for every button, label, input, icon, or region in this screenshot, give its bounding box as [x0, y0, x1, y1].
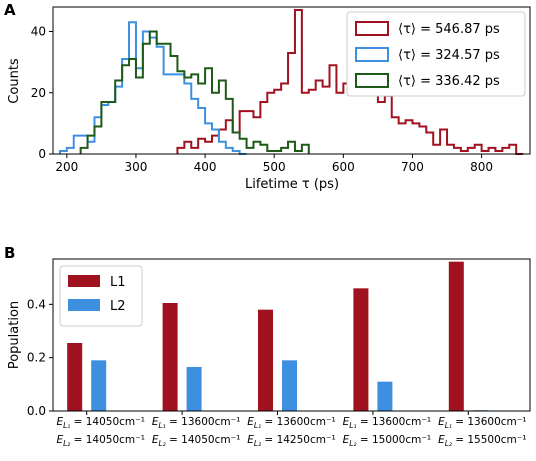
panel-b-letter: B: [4, 244, 15, 262]
bar-category-labels: EL₁ = 14050cm⁻¹ EL₂ = 14050cm⁻¹ EL₁ = 1360…: [56, 416, 526, 448]
histogram-axes-frame: [52, 6, 531, 155]
bar-y-axis-label: Population: [7, 301, 22, 369]
histogram-chart: 200 300 400 500 600 700 800 0 20 40 Counts Lifeti…: [7, 6, 531, 192]
histogram-y-tick-label: 0: [38, 147, 46, 161]
bar-l1-1: [67, 343, 83, 411]
histogram-x-tick-label: 600: [332, 160, 355, 174]
bar-l1-5: [448, 261, 464, 411]
bar-category-label-l2: EL₂ = 15000cm⁻¹: [343, 434, 431, 448]
histogram-ticks: 200 300 400 500 600 700 800 0 20 40: [31, 25, 493, 175]
bar-category-label-l1: EL₁ = 13600cm⁻¹: [247, 416, 335, 430]
histogram-legend-box: [346, 11, 526, 97]
histogram-y-axis-label: Counts: [7, 58, 22, 104]
bar-category-label-l1: EL₁ = 13600cm⁻¹: [343, 416, 431, 430]
bar-l2-1: [91, 360, 107, 411]
bar-y-tick-label: 0.4: [27, 297, 46, 311]
histogram-x-tick-label: 700: [401, 160, 424, 174]
bar-category-label-l1: EL₁ = 13600cm⁻¹: [152, 416, 240, 430]
histogram-legend-swatch-1: [355, 21, 389, 36]
histogram-series-line-3: [79, 30, 310, 154]
histogram-x-tick-label: 200: [55, 160, 78, 174]
bar-group: [67, 261, 488, 411]
bar-l2-2: [186, 367, 202, 411]
histogram-x-axis-label: Lifetime τ (ps): [245, 177, 339, 192]
bar-category-label-l1: EL₁ = 14050cm⁻¹: [56, 416, 144, 430]
bar-category-label-l2: EL₂ = 15500cm⁻¹: [438, 434, 526, 448]
histogram-legend-label-2: ⟨τ⟩ = 324.57 ps: [398, 48, 500, 63]
bar-category-label-l2: EL₂ = 14250cm⁻¹: [247, 434, 335, 448]
panel-a-letter: A: [4, 1, 16, 19]
histogram-legend: ⟨τ⟩ = 546.87 ps ⟨τ⟩ = 324.57 ps ⟨τ⟩ = 336.…: [346, 11, 526, 97]
bar-ticks: 0.0 0.2 0.4: [27, 297, 469, 418]
bar-l1-3: [258, 309, 273, 411]
histogram-x-tick-label: 300: [125, 160, 148, 174]
histogram-legend-label-1: ⟨τ⟩ = 546.87 ps: [398, 22, 500, 37]
histogram-y-tick-label: 20: [31, 86, 46, 100]
bar-l2-4: [377, 381, 393, 411]
bar-legend: L1 L2: [59, 265, 143, 327]
bar-legend-label-1: L1: [110, 275, 126, 290]
histogram-x-tick-label: 500: [263, 160, 286, 174]
histogram-x-tick-label: 800: [470, 160, 493, 174]
bar-legend-swatch-2: [68, 299, 100, 311]
histogram-legend-swatch-2: [355, 47, 389, 62]
bar-y-tick-label: 0.2: [27, 351, 46, 365]
histogram-legend-label-3: ⟨τ⟩ = 336.42 ps: [398, 74, 500, 89]
bar-category-label-l2: EL₂ = 14050cm⁻¹: [152, 434, 240, 448]
bar-category-label-l2: EL₂ = 14050cm⁻¹: [56, 434, 144, 448]
histogram-y-tick-label: 40: [31, 25, 46, 39]
bar-l1-4: [353, 288, 369, 411]
histogram-x-tick-label: 400: [194, 160, 217, 174]
bar-legend-label-2: L2: [110, 299, 126, 314]
bar-l2-3: [282, 360, 297, 411]
bar-y-tick-label: 0.0: [27, 404, 46, 418]
bar-category-label-l1: EL₁ = 13600cm⁻¹: [438, 416, 526, 430]
bar-axes-frame: [52, 258, 531, 412]
bar-chart: 0.0 0.2 0.4 Population EL₁ = 14050cm⁻¹ EL₂ …: [7, 258, 531, 448]
histogram-legend-swatch-3: [355, 73, 389, 88]
bar-legend-swatch-1: [68, 275, 100, 287]
bar-l1-2: [162, 303, 178, 411]
